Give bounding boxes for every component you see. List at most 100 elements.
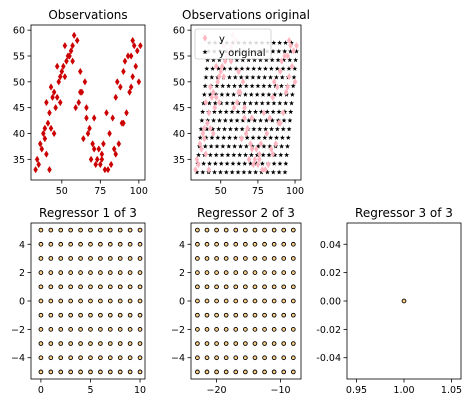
original-point (201, 92, 207, 97)
regressor-point (214, 298, 219, 304)
chart-panel-2: Observations original 50 75 100 35 40 45 50 55 60… (173, 8, 310, 197)
original-point (254, 92, 260, 97)
original-point (250, 135, 256, 140)
observation-point (107, 129, 112, 138)
original-point (212, 169, 218, 175)
observation-point (113, 93, 119, 102)
original-point (210, 66, 216, 71)
regressor-point (88, 270, 93, 275)
original-point (227, 126, 233, 132)
original-point (292, 66, 298, 71)
regressor-point (252, 256, 258, 261)
regressor-point (290, 241, 296, 247)
original-point (219, 92, 225, 97)
original-point (276, 109, 282, 114)
observation-point (110, 114, 115, 122)
x-tick-label: 100 (130, 186, 148, 197)
chart-panel-5: Regressor 3 of 3 0.95 1.00 1.05 -0.04 -0.02 0.… (316, 206, 462, 396)
original-point (235, 109, 241, 114)
regressor-point (252, 355, 258, 361)
original-point (278, 152, 284, 158)
regressor-point (214, 341, 219, 346)
regressor-point (127, 284, 133, 290)
original-point (201, 100, 206, 106)
original-point (286, 66, 292, 71)
original-point (271, 161, 277, 166)
regressor-point (107, 298, 113, 304)
original-point (241, 169, 247, 175)
observation-point (47, 165, 52, 174)
original-point (237, 83, 243, 89)
y-tick-label: 0 (19, 297, 25, 308)
regressor-point (281, 298, 287, 304)
original-point (202, 143, 208, 149)
original-point (243, 143, 249, 149)
y-tick-label: −2 (11, 325, 25, 336)
regressor-point (48, 298, 54, 304)
regressor-point (271, 284, 277, 290)
observation-point-faint (202, 124, 207, 133)
original-point (231, 92, 237, 97)
original-point (269, 57, 275, 63)
observation-point-faint (211, 88, 216, 96)
observation-point-faint (212, 103, 218, 112)
original-point (261, 143, 267, 149)
observation-point (71, 31, 77, 40)
original-point (251, 126, 257, 132)
regressor-point (243, 241, 248, 247)
original-point (233, 126, 239, 132)
regressor-point (195, 284, 200, 290)
regressor-point (137, 241, 143, 247)
chart-title: Regressor 3 of 3 (355, 206, 453, 220)
regressor-point (68, 312, 74, 318)
regressor-point (233, 312, 239, 318)
regressor-point (78, 369, 83, 375)
original-point (279, 74, 285, 80)
regressor-point (233, 256, 239, 261)
regressor-point (117, 341, 123, 346)
original-point (286, 126, 292, 132)
regressor-point (195, 369, 200, 375)
regressor-point (127, 270, 133, 275)
original-point (274, 66, 280, 71)
regressor-point (68, 369, 74, 375)
observation-point-faint (266, 160, 271, 169)
x-tick-label: 75 (94, 186, 106, 197)
original-point (288, 109, 294, 114)
regressor-point (223, 355, 229, 361)
original-point (226, 83, 232, 89)
observation-point (37, 140, 43, 148)
observation-point-faint (286, 72, 292, 81)
original-point (222, 117, 228, 123)
original-point (281, 57, 287, 63)
regressor-point (243, 369, 248, 375)
regressor-point (98, 227, 103, 233)
regressor-point (290, 327, 296, 332)
original-point (229, 109, 235, 114)
regressor-point (137, 327, 143, 332)
observation-point-faint (208, 124, 213, 133)
observation-point (56, 78, 62, 86)
regressor-point (262, 256, 267, 261)
regressor-point (127, 341, 133, 346)
observation-point (64, 57, 69, 65)
regressor-point (223, 298, 229, 304)
regressor-point (243, 327, 248, 332)
legend-label-y: y (219, 34, 225, 45)
regressor-point (98, 270, 103, 275)
regressor-point (88, 227, 93, 233)
regressor-point (78, 241, 83, 247)
regressor-point (98, 312, 103, 318)
original-point (246, 57, 252, 63)
observation-point (42, 124, 48, 133)
observation-point-faint (243, 129, 249, 138)
original-point (264, 169, 270, 175)
original-point (220, 83, 226, 89)
original-point (238, 143, 243, 149)
original-point (204, 126, 210, 132)
y-tick-label: 50 (13, 77, 25, 88)
regressor-point (195, 256, 200, 261)
y-tick-label: -0.02 (316, 325, 341, 336)
x-tick-label: 10 (134, 385, 146, 396)
